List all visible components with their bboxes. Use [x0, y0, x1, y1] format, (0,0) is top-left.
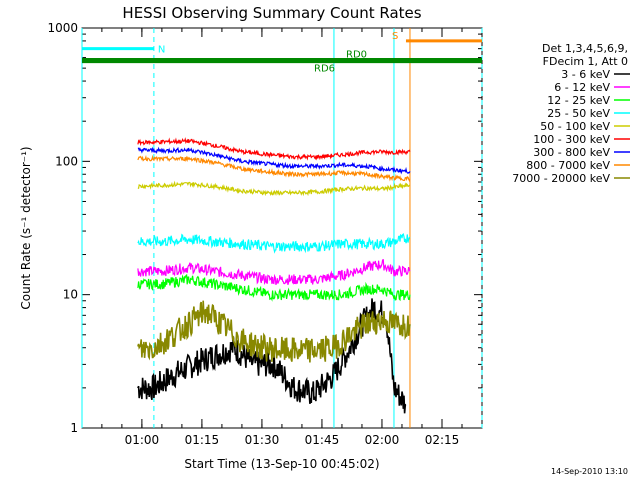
series-line-3-6-kev — [137, 298, 407, 414]
x-axis-label: Start Time (13-Sep-10 00:45:02) — [184, 457, 379, 471]
legend-label-6: 300 - 800 keV — [533, 146, 610, 159]
legend-label-2: 12 - 25 keV — [547, 94, 610, 107]
y-tick-label: 10 — [63, 288, 78, 302]
x-tick-label: 01:15 — [185, 433, 220, 447]
footer-timestamp: 14-Sep-2010 13:10 — [551, 467, 628, 476]
x-tick-label: 02:15 — [425, 433, 460, 447]
y-tick-label: 100 — [55, 154, 78, 168]
x-tick-label: 02:00 — [365, 433, 400, 447]
legend-label-7: 800 - 7000 keV — [526, 159, 610, 172]
flag-label-n: N — [158, 45, 165, 56]
chart-title: HESSI Observing Summary Count Rates — [122, 4, 421, 22]
series-line-7000-20000-kev — [137, 300, 411, 363]
flag-label-s: S — [392, 31, 398, 42]
series-line-12-25-kev — [137, 273, 411, 302]
legend-label-1: 6 - 12 keV — [554, 81, 610, 94]
legend-label-4: 50 - 100 keV — [540, 120, 610, 133]
y-axis-label: Count Rate (s⁻¹ detector⁻¹) — [19, 146, 33, 309]
legend-title-line-1: Det 1,3,4,5,6,9, — [542, 42, 628, 55]
series-line-300-800-kev — [137, 146, 411, 175]
series-line-25-50-kev — [137, 233, 411, 254]
x-tick-label: 01:00 — [125, 433, 160, 447]
y-tick-label: 1 — [70, 421, 78, 435]
series-line-6-12-kev — [137, 259, 411, 285]
x-tick-label: 01:45 — [305, 433, 340, 447]
legend-label-0: 3 - 6 keV — [561, 68, 610, 81]
legend-label-3: 25 - 50 keV — [547, 107, 610, 120]
series-line-100-300-kev — [137, 137, 411, 161]
legend-title-line-2: FDecim 1, Att 0 — [543, 55, 628, 68]
y-tick-label: 1000 — [47, 21, 78, 35]
flag-label-rd6: RD6 — [314, 64, 335, 75]
legend-label-5: 100 - 300 keV — [533, 133, 610, 146]
series-line-50-100-kev — [137, 180, 410, 197]
x-tick-label: 01:30 — [245, 433, 280, 447]
flag-label-rd0: RD0 — [346, 50, 367, 61]
plot-area: 1 10 100 1000 01:00 01:15 01:30 01:45 02:00 02:15… — [47, 21, 483, 447]
legend-label-8: 7000 - 20000 keV — [512, 172, 610, 185]
series-line-800-7000-kev — [137, 154, 411, 182]
